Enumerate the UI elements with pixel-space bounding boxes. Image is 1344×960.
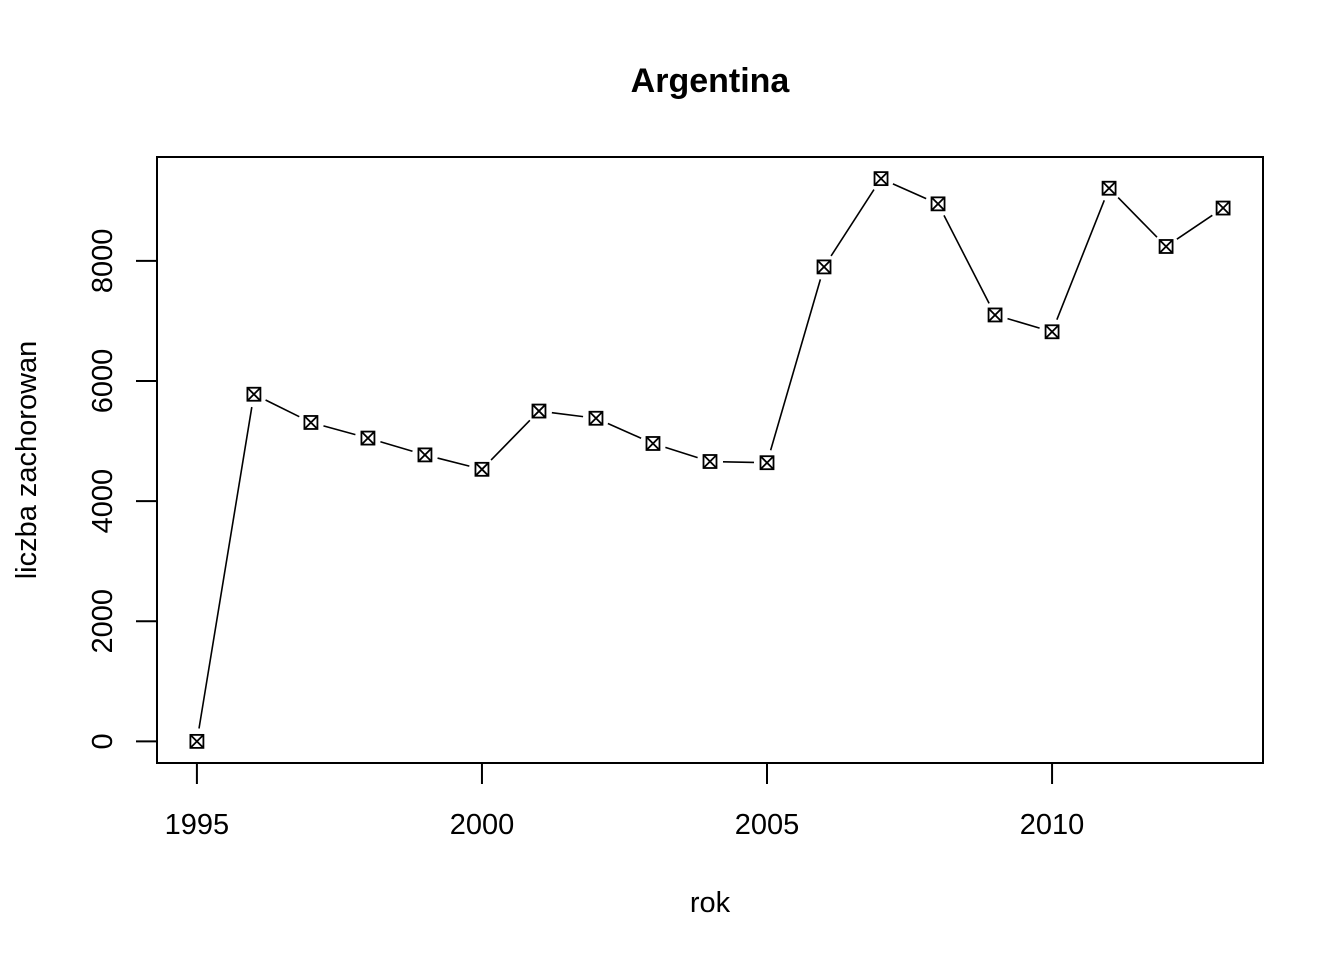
series-line-segment (769, 279, 822, 451)
x-axis-label: rok (690, 887, 731, 919)
series-line-segment (1176, 214, 1213, 240)
data-point (1101, 180, 1117, 196)
plot-frame (156, 156, 1264, 764)
series-line-segment (607, 422, 642, 439)
series-line-segment (830, 189, 875, 257)
data-point (702, 454, 718, 469)
series-markers (189, 171, 1231, 749)
data-point (474, 461, 490, 477)
data-point (189, 733, 205, 749)
series-line-segment (1007, 317, 1040, 329)
data-point (417, 447, 433, 463)
y-axis-label: liczba zachorowan (11, 341, 43, 580)
series-line-segment (1117, 196, 1158, 238)
data-point (1215, 200, 1231, 216)
series-line-segment (943, 215, 990, 304)
data-point (930, 196, 946, 212)
series-line-segment (198, 406, 253, 729)
y-tick-label: 6000 (87, 349, 119, 414)
series-line-segment (892, 183, 927, 200)
series-line-segment (551, 411, 584, 418)
series-line-segment (323, 425, 356, 436)
data-point (645, 436, 661, 451)
data-point (303, 415, 319, 430)
data-point (987, 307, 1003, 323)
x-axis: 1995 2000 2005 2010 (165, 762, 1085, 841)
series-lines (198, 183, 1213, 729)
y-tick-label: 0 (87, 733, 119, 749)
data-point (759, 455, 775, 471)
series-line-segment (380, 440, 413, 452)
chart-title: Argentina (631, 62, 791, 100)
series-line-segment (265, 399, 300, 418)
x-tick-label: 2000 (450, 809, 515, 841)
data-point (873, 171, 889, 187)
data-point (1158, 239, 1174, 254)
series-line-segment (722, 460, 755, 464)
series-line-segment (437, 457, 470, 467)
data-point (816, 259, 832, 275)
y-tick-label: 4000 (87, 469, 119, 534)
data-point (360, 430, 376, 446)
x-tick-label: 2005 (735, 809, 800, 841)
series-line-segment (1056, 200, 1106, 320)
data-point (588, 410, 604, 426)
x-tick-label: 2010 (1020, 809, 1085, 841)
data-point (1044, 324, 1060, 340)
series-line-segment (665, 446, 698, 459)
series-line-segment (490, 419, 531, 461)
data-point (531, 403, 547, 419)
y-tick-label: 8000 (87, 229, 119, 294)
y-axis: 0 2000 4000 6000 8000 (87, 229, 158, 749)
y-tick-label: 2000 (87, 589, 119, 654)
data-point (246, 386, 262, 402)
x-tick-label: 1995 (165, 809, 230, 841)
